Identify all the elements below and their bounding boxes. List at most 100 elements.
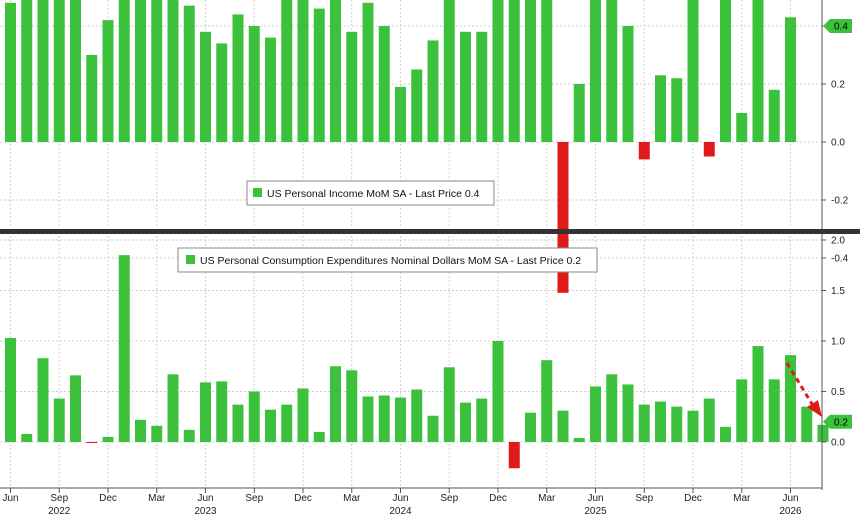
year-tick-label: 2023 [194, 506, 217, 517]
pce-bar [232, 404, 244, 442]
income-legend: US Personal Income MoM SA - Last Price 0… [246, 180, 495, 206]
pce-bar [313, 431, 325, 442]
pce-last-value-text: 0.2 [834, 417, 848, 428]
month-tick-label: Jun [587, 493, 603, 504]
pce-bar [736, 379, 748, 442]
year-tick-label: 2026 [779, 506, 802, 517]
income-bar [378, 26, 390, 142]
income-bar [671, 78, 683, 142]
income-bar [492, 0, 504, 142]
month-tick-label: Dec [99, 493, 117, 504]
income-bar [508, 0, 520, 142]
pce-bar [265, 409, 276, 442]
income-bar [281, 0, 293, 142]
pce-bar [768, 379, 780, 442]
income-y-tick-label: -0.2 [831, 196, 849, 207]
pce-bar [801, 406, 813, 442]
pce-bar [525, 412, 536, 442]
income-bar [183, 5, 195, 143]
pce-bar [362, 396, 374, 442]
year-tick-label: 2022 [48, 506, 71, 517]
pce-bar [752, 346, 764, 442]
downtrend-arrow-head [807, 400, 822, 417]
pce-bar [378, 395, 390, 442]
income-last-value-marker [823, 19, 852, 33]
income-bars [5, 0, 796, 293]
income-bar [557, 142, 569, 293]
income-bar [411, 69, 423, 142]
month-tick-label: Sep [440, 493, 458, 504]
pce-bar [411, 389, 423, 442]
pce-bar [346, 370, 358, 442]
pce-bar [606, 374, 618, 442]
pce-bar [183, 429, 195, 442]
income-legend-box [246, 180, 495, 206]
pce-bar [817, 424, 829, 442]
pce-bar [151, 425, 163, 442]
income-bar [655, 75, 666, 142]
income-bar [70, 0, 81, 143]
pce-bar [330, 366, 341, 442]
pce-bar [622, 384, 634, 442]
month-tick-label: Jun [197, 493, 213, 504]
income-bar [21, 0, 33, 142]
income-bar [330, 0, 341, 142]
income-bar [687, 0, 699, 143]
pce-bar [281, 404, 293, 442]
pce-bar [460, 402, 471, 442]
pce-bar [70, 375, 81, 442]
pce-bar [135, 419, 146, 442]
pce-bar [118, 255, 130, 442]
income-bar [427, 40, 439, 142]
income-bar [703, 142, 715, 157]
pce-bar [573, 437, 585, 442]
pce-bar [476, 398, 488, 442]
income-bar [200, 31, 211, 142]
income-bar [768, 89, 780, 142]
pce-y-tick-label: 0.0 [831, 438, 845, 449]
income-bar [362, 2, 374, 142]
pce-bar [638, 404, 650, 442]
panel-divider [0, 229, 860, 234]
income-bar [525, 0, 536, 142]
income-bar [265, 37, 276, 142]
pce-bar [37, 358, 49, 442]
income-bar [443, 0, 455, 142]
year-tick-label: 2025 [584, 506, 607, 517]
pce-bar [395, 397, 406, 442]
pce-bar [297, 388, 309, 442]
income-bar [216, 43, 228, 142]
pce-bar [703, 398, 715, 442]
income-legend-label: US Personal Income MoM SA - Last Price 0… [267, 188, 480, 200]
income-bar [622, 26, 634, 142]
income-last-value-text: 0.4 [834, 22, 848, 33]
income-bar [346, 31, 358, 142]
month-tick-label: Dec [489, 493, 507, 504]
pce-y-tick-label: 2.0 [831, 236, 845, 247]
income-bar [135, 0, 146, 142]
income-bar [476, 31, 488, 142]
pce-bar [86, 442, 98, 444]
pce-y-tick-label: 1.0 [831, 337, 845, 348]
month-tick-label: Sep [635, 493, 653, 504]
month-tick-label: Jun [782, 493, 798, 504]
month-tick-label: Sep [245, 493, 263, 504]
pce-bar [687, 410, 699, 442]
income-bar [248, 26, 260, 142]
income-bar [53, 0, 65, 143]
pce-bar [21, 433, 33, 442]
income-bar [313, 8, 325, 142]
downtrend-arrow-shaft [785, 362, 814, 405]
pce-legend-swatch [186, 255, 195, 264]
pce-bar [200, 382, 211, 442]
pce-bar [720, 426, 731, 442]
pce-bar [541, 360, 553, 442]
downtrend-arrow [785, 362, 822, 417]
pce-bar [216, 381, 228, 442]
pce-y-tick-label: 1.5 [831, 286, 845, 297]
month-tick-label: Mar [148, 493, 166, 504]
pce-y-tick-label: 0.5 [831, 387, 845, 398]
pce-last-value-marker [823, 414, 852, 429]
pce-bar [671, 406, 683, 442]
